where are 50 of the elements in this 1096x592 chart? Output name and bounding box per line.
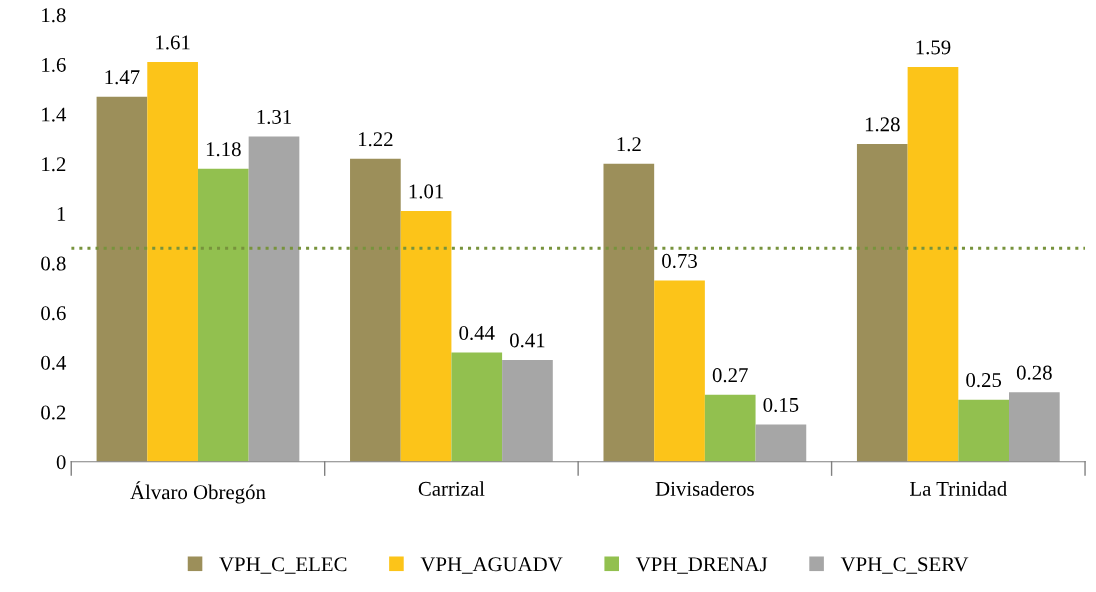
bar [451,352,503,462]
y-tick-label: 1 [57,206,66,221]
bar [400,210,452,462]
bar [958,399,1010,462]
data-label: 1.18 [206,142,241,157]
bar [755,424,807,462]
y-tick-label: 0.4 [41,355,67,370]
data-label: 0.15 [763,397,799,413]
legend-label: VPH_C_ELEC [219,557,347,574]
x-tick-label: Álvaro Obregón [130,481,266,504]
data-label: 0.73 [662,253,697,269]
data-label: 0.27 [712,368,748,383]
bar [248,136,300,462]
legend-label: VPH_C_SERV [840,557,969,574]
legend-label: VPH_AGUADV [420,557,563,574]
x-tick-label: Divisaderos [655,481,754,496]
y-tick-label: 0.6 [41,306,66,321]
data-label: 1.2 [617,137,641,152]
data-label: 1.59 [916,40,951,55]
bar [197,168,249,462]
y-tick-label: 1.6 [42,57,66,72]
data-label: 1.22 [358,132,393,147]
y-tick-label: 0 [56,455,66,470]
bar [1009,392,1060,462]
bar [856,143,908,462]
bar [502,359,553,462]
data-label: 1.47 [105,70,140,85]
y-tick-label: 1.4 [42,107,67,122]
data-label: 0.44 [459,325,495,341]
data-label: 0.25 [966,373,1002,388]
data-label: 0.41 [510,333,545,348]
y-tick-label: 0.2 [41,405,66,420]
data-label: 1.28 [865,117,900,132]
data-label: 1.61 [156,35,190,50]
y-tick-label: 1.8 [42,8,66,23]
x-tick-label: La Trinidad [910,481,1007,496]
bar [603,163,655,462]
bar [654,280,705,462]
data-label: 1.31 [257,109,291,124]
legend-label: VPH_DRENAJ [635,557,768,574]
data-label: 0.28 [1016,365,1052,380]
data-label: 1.01 [409,184,444,199]
bar [147,61,198,462]
bar [704,394,756,462]
bar [350,158,401,462]
bar [96,96,148,462]
y-tick-label: 0.8 [41,256,66,271]
x-tick-label: Carrizal [418,481,485,496]
y-tick-label: 1.2 [42,157,66,172]
bar [907,66,959,462]
